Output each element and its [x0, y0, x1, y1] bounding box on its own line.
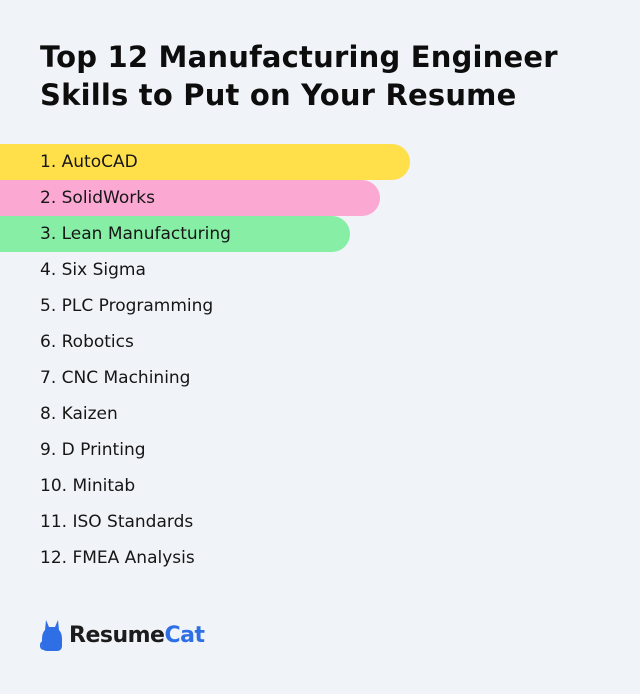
title-line-1: Top 12 Manufacturing Engineer	[40, 40, 558, 74]
logo-wordmark: ResumeCat	[69, 622, 205, 648]
skill-item-minitab: 10. Minitab	[40, 476, 136, 496]
skill-item-d-printing: 9. D Printing	[40, 440, 146, 460]
skill-item-plc-programming: 5. PLC Programming	[40, 296, 214, 316]
skill-item-robotics: 6. Robotics	[40, 332, 134, 352]
skill-item-kaizen: 8. Kaizen	[40, 404, 118, 424]
page-title: Top 12 Manufacturing Engineer Skills to …	[40, 38, 620, 114]
title-line-2: Skills to Put on Your Resume	[40, 78, 517, 112]
skill-item-fmea-analysis: 12. FMEA Analysis	[40, 548, 195, 568]
skill-item-autocad: 1. AutoCAD	[0, 144, 410, 180]
logo-text-resume: Resume	[69, 622, 165, 648]
skills-list: 1. AutoCAD 2. SolidWorks 3. Lean Manufac…	[0, 144, 640, 576]
skill-item-lean-manufacturing: 3. Lean Manufacturing	[0, 216, 350, 252]
skill-item-solidworks: 2. SolidWorks	[0, 180, 380, 216]
skill-item-iso-standards: 11. ISO Standards	[40, 512, 194, 532]
logo-text-cat: Cat	[164, 622, 205, 648]
resumecat-logo: ResumeCat	[40, 616, 205, 654]
cat-icon	[40, 620, 62, 651]
skill-item-cnc-machining: 7. CNC Machining	[40, 368, 191, 388]
skill-item-six-sigma: 4. Six Sigma	[40, 260, 146, 280]
